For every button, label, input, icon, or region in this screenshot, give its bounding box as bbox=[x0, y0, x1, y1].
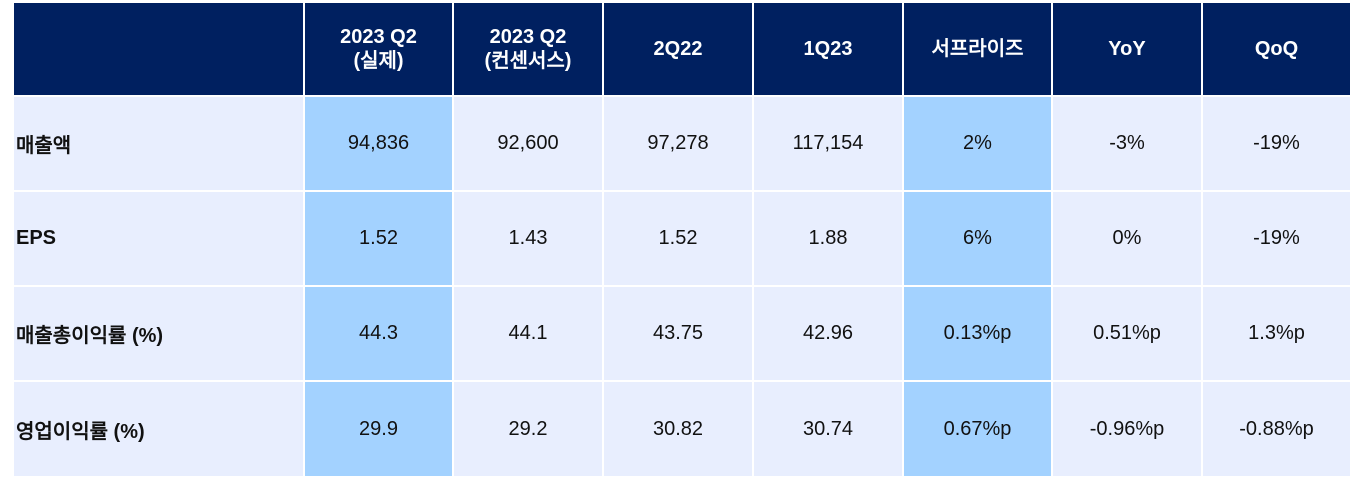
header-qoq: QoQ bbox=[1202, 3, 1350, 96]
cell-consensus: 29.2 bbox=[453, 380, 604, 476]
cell-consensus: 44.1 bbox=[453, 285, 604, 381]
cell-surprise: 0.13%p bbox=[903, 285, 1053, 381]
cell-qoq: -19% bbox=[1202, 95, 1350, 191]
cell-actual: 29.9 bbox=[304, 380, 454, 476]
cell-2q22: 30.82 bbox=[603, 380, 754, 476]
cell-qoq: -0.88%p bbox=[1202, 380, 1350, 476]
cell-2q22: 1.52 bbox=[603, 190, 754, 286]
header-consensus: 2023 Q2 (컨센서스) bbox=[453, 3, 604, 96]
header-2q22: 2Q22 bbox=[603, 3, 754, 96]
cell-1q23: 1.88 bbox=[753, 190, 904, 286]
cell-1q23: 42.96 bbox=[753, 285, 904, 381]
row-label: 매출총이익률 (%) bbox=[14, 285, 305, 381]
cell-consensus: 1.43 bbox=[453, 190, 604, 286]
row-label: 매출액 bbox=[14, 95, 305, 191]
table-row: EPS 1.52 1.43 1.52 1.88 6% 0% -19% bbox=[14, 190, 1350, 286]
table-row: 매출총이익률 (%) 44.3 44.1 43.75 42.96 0.13%p … bbox=[14, 285, 1350, 381]
row-label: 영업이익률 (%) bbox=[14, 380, 305, 476]
cell-yoy: -3% bbox=[1052, 95, 1203, 191]
cell-surprise: 2% bbox=[903, 95, 1053, 191]
cell-2q22: 97,278 bbox=[603, 95, 754, 191]
cell-surprise: 6% bbox=[903, 190, 1053, 286]
cell-surprise: 0.67%p bbox=[903, 380, 1053, 476]
cell-yoy: 0% bbox=[1052, 190, 1203, 286]
header-row: 2023 Q2 (실제) 2023 Q2 (컨센서스) 2Q22 1Q23 서프… bbox=[14, 3, 1350, 96]
cell-1q23: 117,154 bbox=[753, 95, 904, 191]
table-row: 영업이익률 (%) 29.9 29.2 30.82 30.74 0.67%p -… bbox=[14, 380, 1350, 476]
header-surprise: 서프라이즈 bbox=[903, 3, 1053, 96]
earnings-table: 2023 Q2 (실제) 2023 Q2 (컨센서스) 2Q22 1Q23 서프… bbox=[14, 3, 1350, 476]
header-yoy: YoY bbox=[1052, 3, 1203, 96]
table-row: 매출액 94,836 92,600 97,278 117,154 2% -3% … bbox=[14, 95, 1350, 191]
header-actual: 2023 Q2 (실제) bbox=[304, 3, 454, 96]
header-1q23: 1Q23 bbox=[753, 3, 904, 96]
cell-actual: 94,836 bbox=[304, 95, 454, 191]
cell-2q22: 43.75 bbox=[603, 285, 754, 381]
cell-yoy: 0.51%p bbox=[1052, 285, 1203, 381]
cell-actual: 1.52 bbox=[304, 190, 454, 286]
earnings-table-container: 2023 Q2 (실제) 2023 Q2 (컨센서스) 2Q22 1Q23 서프… bbox=[14, 3, 1350, 476]
header-corner bbox=[14, 3, 305, 96]
cell-qoq: -19% bbox=[1202, 190, 1350, 286]
cell-qoq: 1.3%p bbox=[1202, 285, 1350, 381]
row-label: EPS bbox=[14, 190, 305, 286]
cell-1q23: 30.74 bbox=[753, 380, 904, 476]
cell-actual: 44.3 bbox=[304, 285, 454, 381]
cell-consensus: 92,600 bbox=[453, 95, 604, 191]
cell-yoy: -0.96%p bbox=[1052, 380, 1203, 476]
